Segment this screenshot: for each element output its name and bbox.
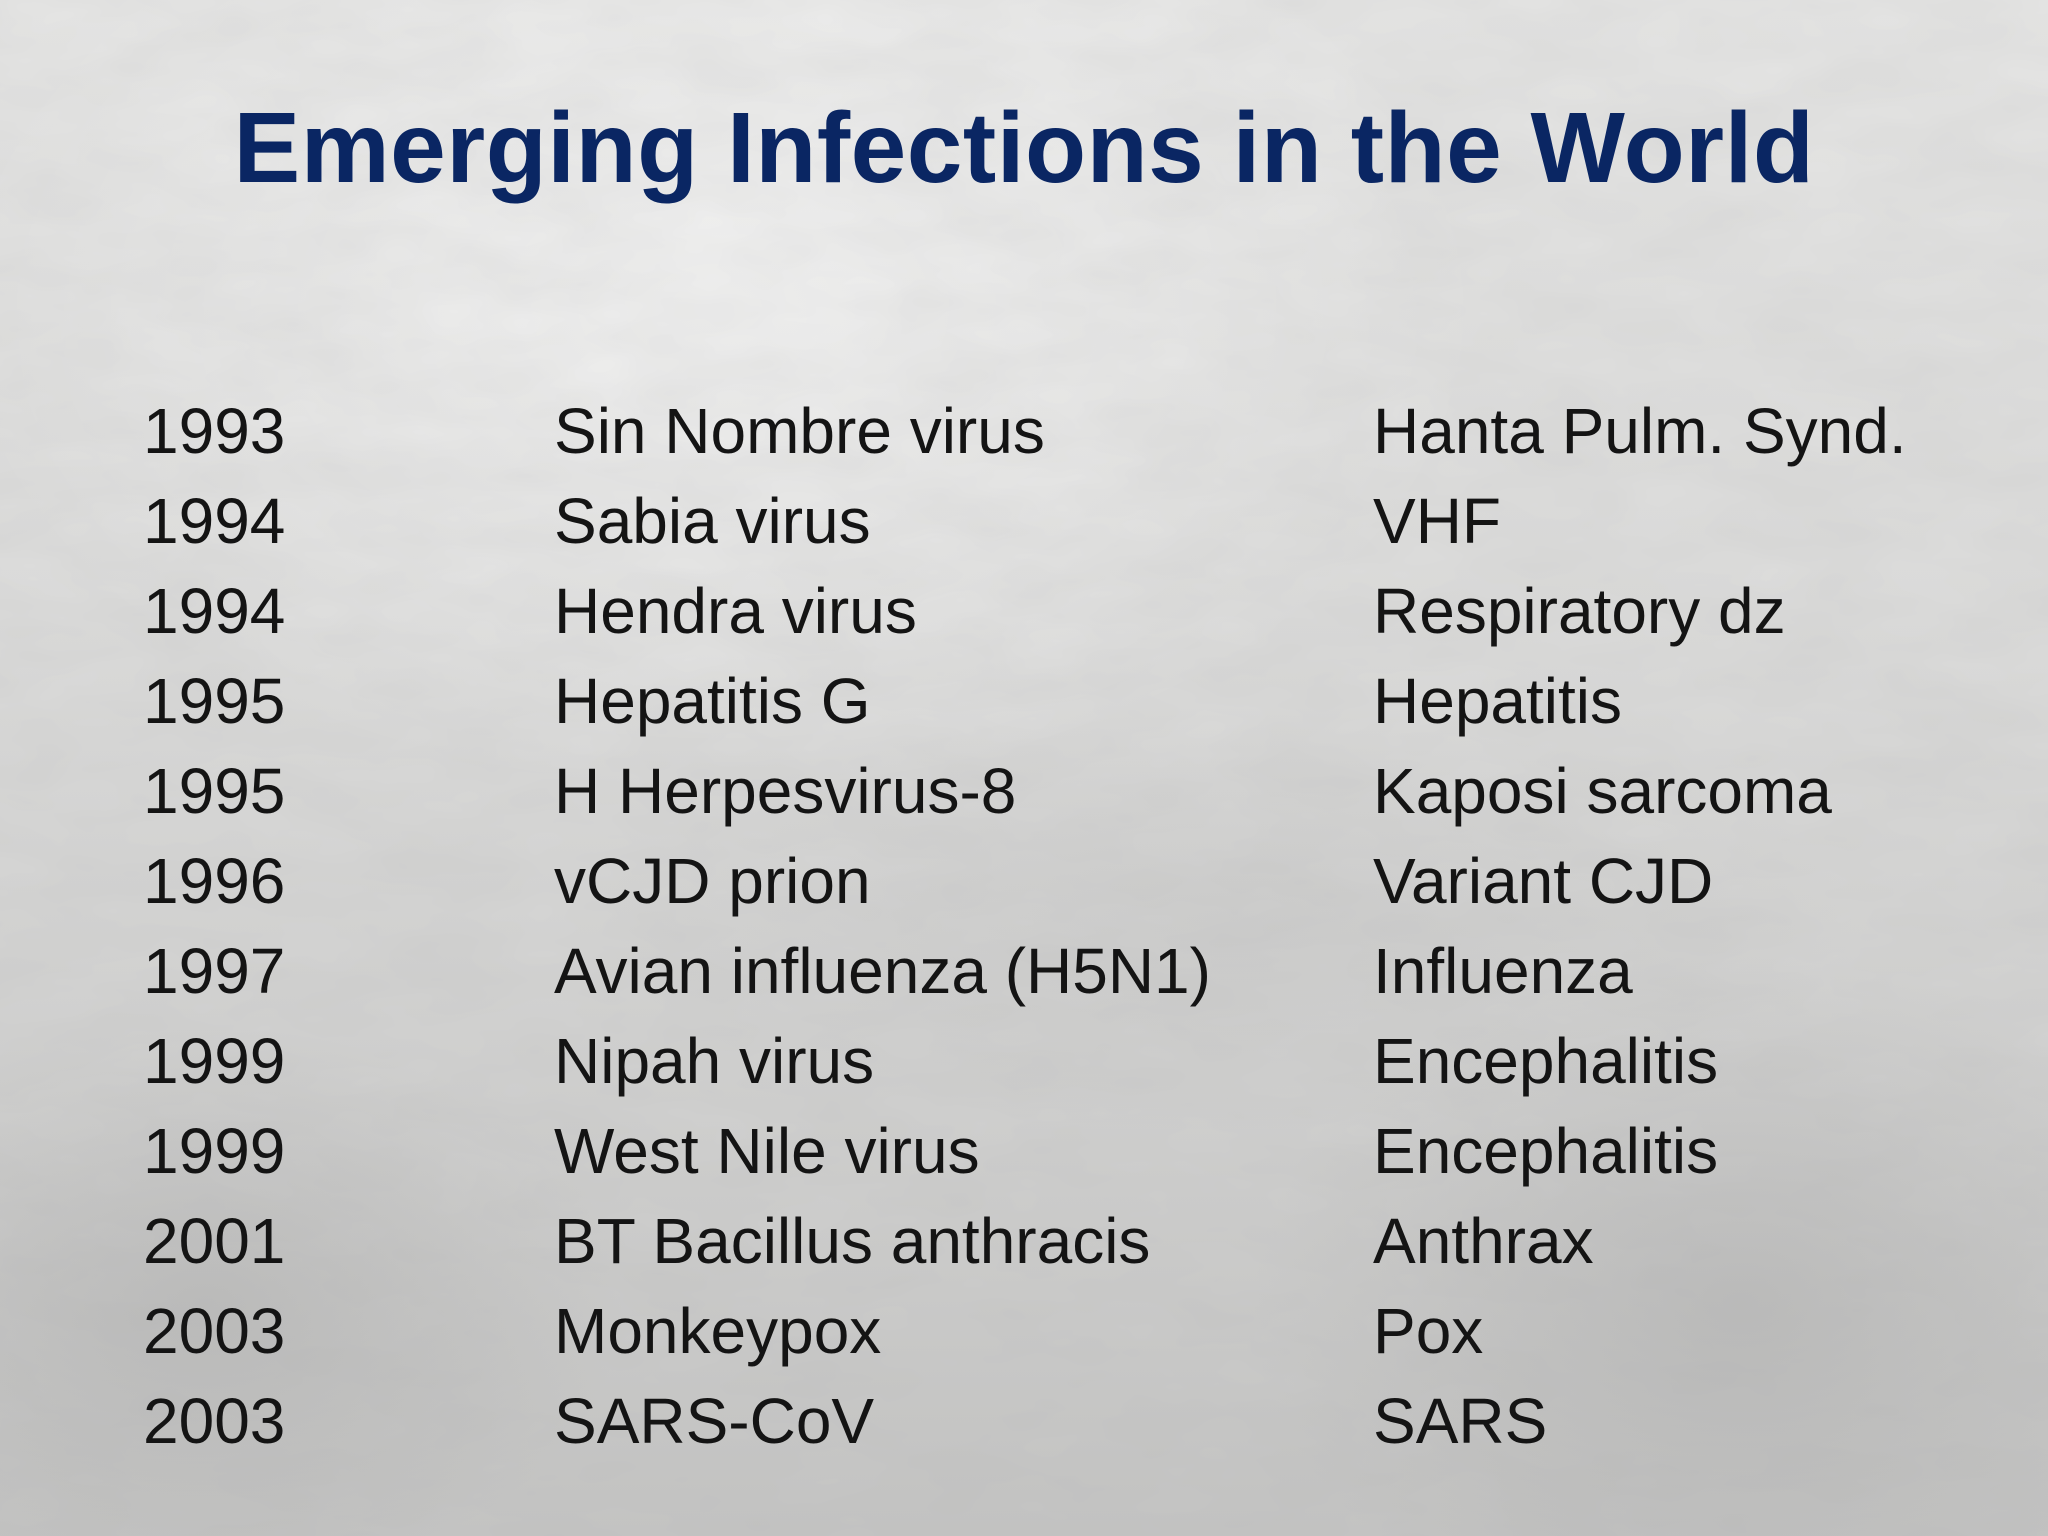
disease-cell: Hanta Pulm. Synd. — [1373, 395, 1907, 467]
agent-cell: Monkeypox — [554, 1295, 882, 1367]
table-row: 2003 SARS-CoV SARS — [143, 1376, 2023, 1466]
disease-cell: VHF — [1373, 485, 1501, 557]
infections-table: 1993 Sin Nombre virus Hanta Pulm. Synd. … — [143, 386, 2023, 1466]
disease-cell: Kaposi sarcoma — [1373, 755, 1832, 827]
table-row: 1999 Nipah virus Encephalitis — [143, 1016, 2023, 1106]
disease-cell: Influenza — [1373, 935, 1633, 1007]
agent-cell: Hendra virus — [554, 575, 917, 647]
table-row: 2001 BT Bacillus anthracis Anthrax — [143, 1196, 2023, 1286]
agent-cell: Sabia virus — [554, 485, 871, 557]
table-row: 1993 Sin Nombre virus Hanta Pulm. Synd. — [143, 386, 2023, 476]
year-cell: 1994 — [143, 575, 286, 647]
agent-cell: West Nile virus — [554, 1115, 980, 1187]
year-cell: 2003 — [143, 1385, 286, 1457]
year-cell: 1999 — [143, 1025, 286, 1097]
disease-cell: Encephalitis — [1373, 1115, 1719, 1187]
agent-cell: vCJD prion — [554, 845, 871, 917]
disease-cell: Variant CJD — [1373, 845, 1714, 917]
table-row: 1994 Hendra virus Respiratory dz — [143, 566, 2023, 656]
year-cell: 2003 — [143, 1295, 286, 1367]
table-row: 1997 Avian influenza (H5N1) Influenza — [143, 926, 2023, 1016]
year-cell: 1993 — [143, 395, 286, 467]
table-row: 1995 H Herpesvirus-8 Kaposi sarcoma — [143, 746, 2023, 836]
year-cell: 1994 — [143, 485, 286, 557]
slide-title: Emerging Infections in the World — [233, 92, 1815, 204]
year-cell: 1999 — [143, 1115, 286, 1187]
year-cell: 1995 — [143, 755, 286, 827]
year-cell: 1997 — [143, 935, 286, 1007]
table-row: 1999 West Nile virus Encephalitis — [143, 1106, 2023, 1196]
agent-cell: BT Bacillus anthracis — [554, 1205, 1151, 1277]
agent-cell: Nipah virus — [554, 1025, 875, 1097]
disease-cell: Respiratory dz — [1373, 575, 1786, 647]
table-row: 1994 Sabia virus VHF — [143, 476, 2023, 566]
disease-cell: Anthrax — [1373, 1205, 1594, 1277]
agent-cell: Hepatitis G — [554, 665, 871, 737]
year-cell: 1996 — [143, 845, 286, 917]
disease-cell: Encephalitis — [1373, 1025, 1719, 1097]
disease-cell: SARS — [1373, 1385, 1548, 1457]
year-cell: 2001 — [143, 1205, 286, 1277]
disease-cell: Hepatitis — [1373, 665, 1622, 737]
agent-cell: H Herpesvirus-8 — [554, 755, 1017, 827]
agent-cell: Sin Nombre virus — [554, 395, 1045, 467]
agent-cell: Avian influenza (H5N1) — [554, 935, 1211, 1007]
agent-cell: SARS-CoV — [554, 1385, 875, 1457]
year-cell: 1995 — [143, 665, 286, 737]
disease-cell: Pox — [1373, 1295, 1484, 1367]
table-row: 1995 Hepatitis G Hepatitis — [143, 656, 2023, 746]
table-row: 2003 Monkeypox Pox — [143, 1286, 2023, 1376]
table-row: 1996 vCJD prion Variant CJD — [143, 836, 2023, 926]
